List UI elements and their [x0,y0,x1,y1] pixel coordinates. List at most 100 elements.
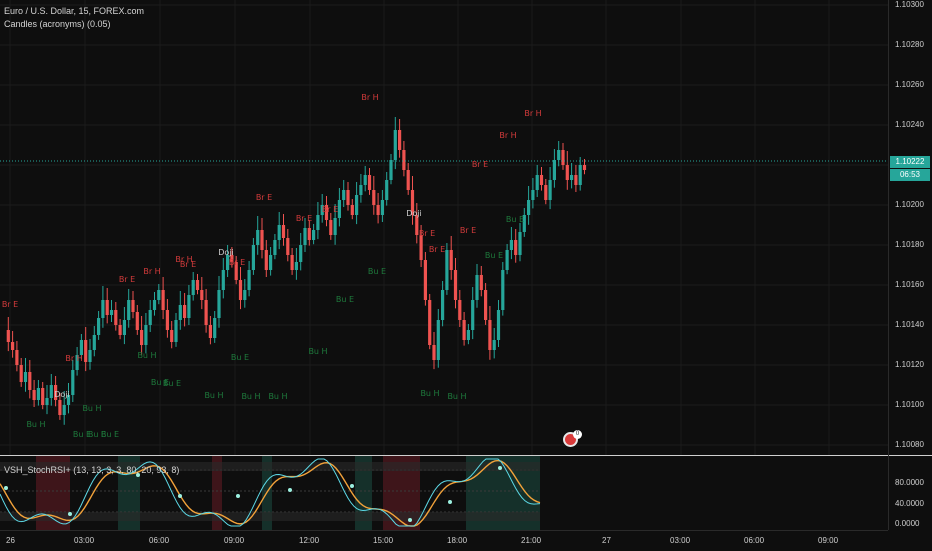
time-scale[interactable]: 26 03:00 06:00 09:00 12:00 15:00 18:00 21:00 27 0… [0,530,888,551]
candle-body [346,190,350,205]
price-tick: 1.10200 [895,200,924,209]
candle-body [376,205,380,215]
candle-pattern-label: Br H [524,109,542,118]
candle-body [213,318,217,338]
candle-pattern-label: Br E [459,226,477,235]
candle-body [552,160,556,180]
candle-body [58,400,62,415]
candle-body [19,365,23,382]
candle-body [75,355,79,370]
candle-body [269,255,273,270]
candle-body [484,290,488,320]
candle-body [342,190,346,200]
candle-body [66,395,71,405]
candle-pattern-label: Br H [499,131,517,140]
candle-pattern-label: Bu H [82,404,102,413]
candle-body [101,300,105,318]
time-tick: 15:00 [373,536,394,545]
osc-cross-dot [350,484,354,488]
candle-body [522,215,526,232]
candle-body [380,200,384,215]
symbol-title[interactable]: Euro / U.S. Dollar, 15, FOREX.com [4,6,145,16]
candle-body [363,175,367,185]
candle-body [312,230,316,240]
candle-body [54,385,58,400]
candle-body [11,342,15,350]
candle-body [428,300,432,345]
candle-body [299,245,303,262]
candle-body [449,250,453,270]
candle-body [15,350,19,365]
candle-body [436,320,440,360]
candle-body [505,250,509,270]
osc-cross-dot [288,488,292,492]
candle-body [251,245,255,270]
price-tick: 1.10160 [895,280,924,289]
candle-body [527,200,531,215]
candle-body [419,235,423,260]
candle-body [565,165,569,180]
price-tick: 1.10260 [895,80,924,89]
price-tick: 1.10140 [895,320,924,329]
time-tick: 12:00 [299,536,320,545]
candle-body [389,160,393,180]
candle-body [217,290,221,318]
stoch-rsi-pane[interactable] [0,456,888,530]
candle-body [324,205,329,220]
candle-body [561,150,565,165]
time-tick: 27 [602,536,611,545]
oscillator-title[interactable]: VSH_StochRSI+ (13, 13, 3, 3, 80, 20, 93,… [4,465,180,475]
candle-body [32,390,36,400]
candle-body [557,150,561,160]
time-tick: 21:00 [521,536,542,545]
time-tick: 18:00 [447,536,468,545]
osc-cross-dot [448,500,452,504]
price-tick: 1.10080 [895,440,924,449]
candle-body [118,325,122,335]
current-price-tag: 1.10222 [890,156,930,168]
candle-body [88,350,92,362]
candle-body [49,385,53,398]
candle-pattern-label: Br E [255,193,273,202]
candle-body [45,398,49,405]
candle-body [570,175,574,180]
candle-pattern-label: Br E [295,214,313,223]
candle-body [195,280,200,290]
oscillator-tick: 80.0000 [895,478,924,487]
candle-body [286,238,290,255]
candle-body [355,195,359,215]
candle-pattern-label: Bu E [367,267,387,276]
candle-body [578,165,582,185]
candle-pattern-label: Br E [1,300,19,309]
candle-pattern-label: Br E [471,160,489,169]
indicator-title[interactable]: Candles (acronyms) (0.05) [4,19,111,29]
candle-body [518,232,522,255]
candle-body [187,295,191,318]
osc-cross-dot [136,473,140,477]
pane-separator[interactable] [0,455,932,456]
candle-pattern-label: Br E [118,275,136,284]
osc-overbought-zone [0,462,540,471]
price-tick: 1.10120 [895,360,924,369]
price-chart[interactable] [0,0,888,455]
candle-body [372,190,376,205]
bar-countdown: 06:53 [890,169,930,181]
candle-body [122,320,126,335]
candle-body [462,320,466,340]
candle-pattern-label: Br E [228,258,246,267]
price-scale[interactable]: 1.103001.102801.102601.102401.102201.102… [888,0,932,530]
candle-body [574,175,578,185]
candle-pattern-label: Br H [175,255,193,264]
candle-pattern-label: Br H [361,93,379,102]
time-tick: 09:00 [224,536,245,545]
osc-signal-band [212,456,222,530]
candle-body [92,335,96,350]
osc-cross-dot [408,518,412,522]
candle-pattern-label: Br E [428,245,446,254]
candle-body [273,240,277,255]
candle-body [204,300,208,325]
candle-body [441,290,445,320]
candle-body [475,275,479,300]
candle-pattern-label: Doji [218,248,234,257]
candle-pattern-label: Doji [406,209,422,218]
